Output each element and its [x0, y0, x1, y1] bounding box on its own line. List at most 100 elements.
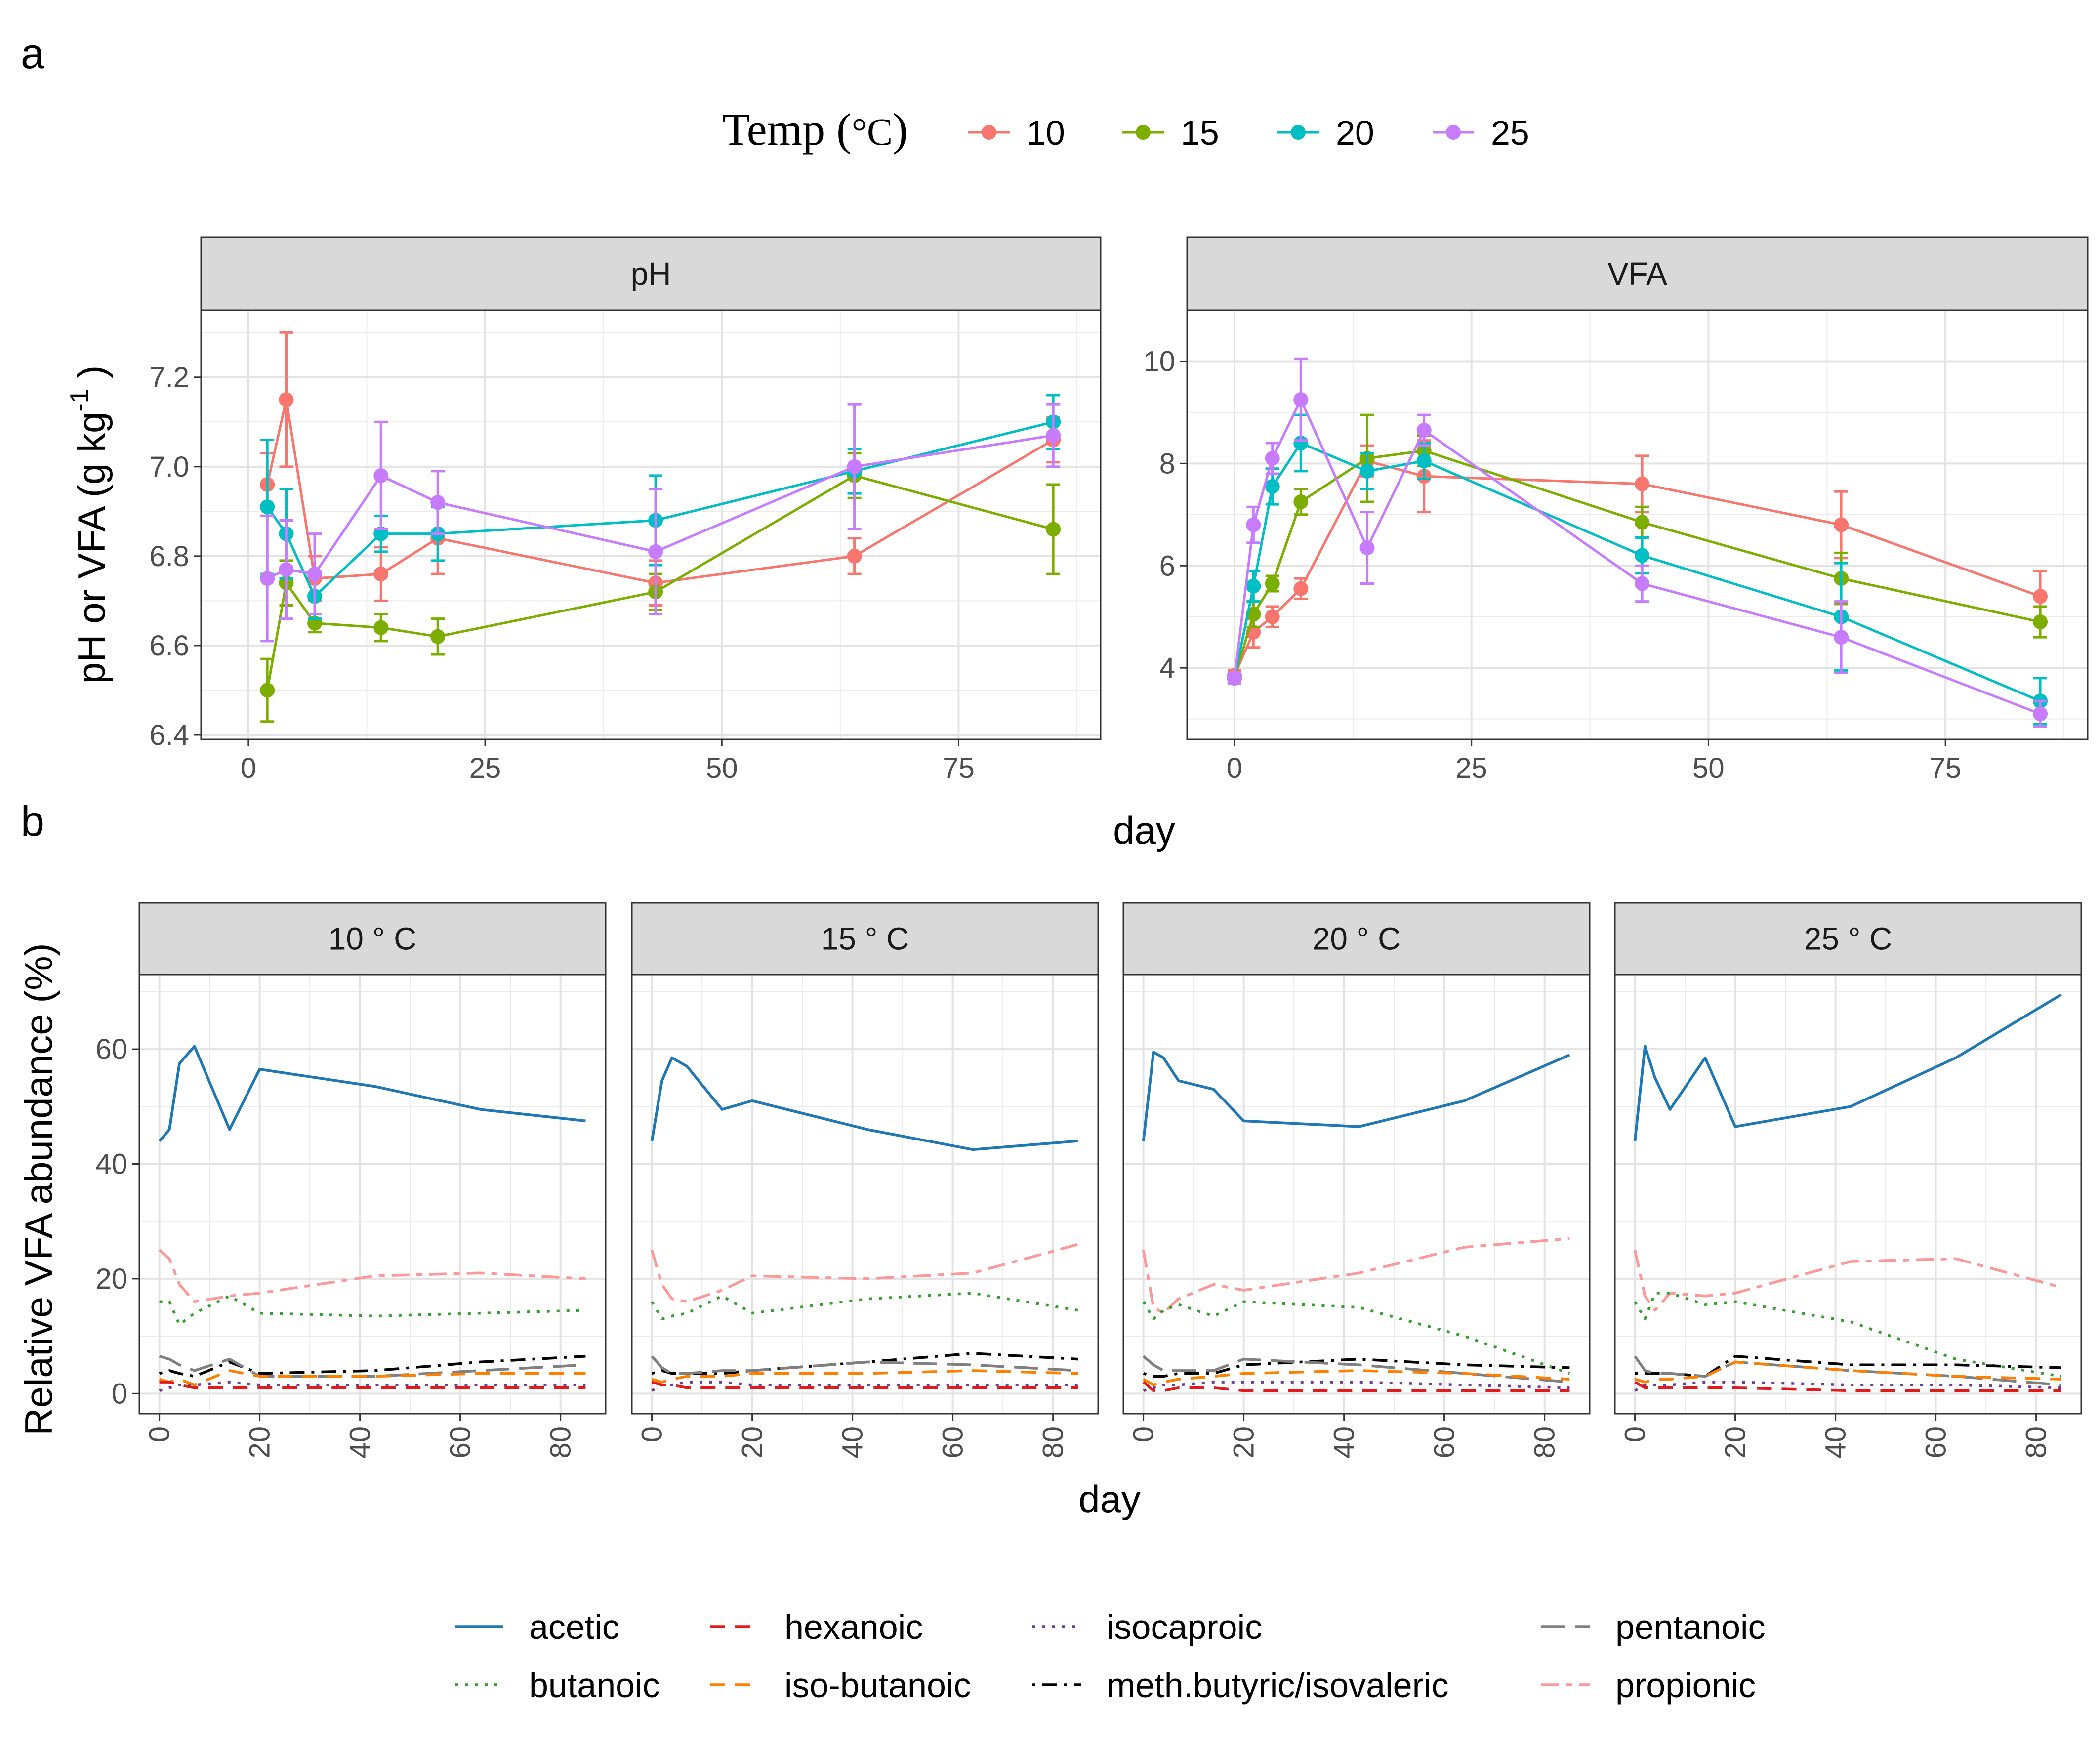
y-tick-label: 10	[1143, 345, 1175, 377]
legend-key-pentanoic: pentanoic	[1541, 1608, 1766, 1646]
x-tick-label: 60	[445, 1426, 477, 1459]
x-tick-label: 80	[2020, 1426, 2053, 1459]
series-line-meth-butyric-isovaleric	[651, 1352, 1078, 1375]
x-tick-label: 0	[144, 1426, 176, 1442]
data-point	[260, 683, 275, 698]
data-point	[2033, 706, 2048, 722]
series-isocaproic	[1143, 1381, 1570, 1392]
x-tick-label: 80	[545, 1426, 577, 1459]
x-tick-label: 40	[344, 1426, 376, 1459]
series-line-meth-butyric-isovaleric	[1635, 1355, 2061, 1378]
data-point	[260, 499, 275, 515]
panel-border	[138, 974, 607, 1415]
series-line-isocaproic	[651, 1381, 1078, 1392]
data-point	[1265, 576, 1280, 591]
legend-key-isocaproic: isocaproic	[1032, 1608, 1262, 1646]
x-tick-label: 60	[937, 1426, 969, 1459]
y-tick-label: 8	[1159, 448, 1175, 480]
panel-border	[1122, 974, 1591, 1415]
series-line-pentanoic	[651, 1355, 1078, 1375]
series-propionic	[650, 1243, 1079, 1303]
data-point	[260, 571, 275, 586]
x-tick-label: 20	[1228, 1426, 1260, 1459]
strip-background	[1122, 902, 1591, 976]
plot-area	[632, 975, 1098, 1414]
panel-border	[200, 309, 1102, 740]
facet-20-c: 20 ° C 0 20 40 60 80	[1122, 902, 1591, 1459]
y-tick-label: 6.8	[149, 540, 189, 572]
data-point	[307, 567, 323, 582]
data-point	[1635, 576, 1650, 591]
data-point	[1416, 423, 1432, 438]
data-point	[373, 567, 389, 582]
legend-key-20: 20	[1277, 114, 1374, 152]
series-line-pentanoic	[1634, 1355, 2061, 1386]
series-butanoic	[1634, 1292, 2061, 1378]
legend-key-label: 25	[1491, 114, 1529, 152]
x-tick-label: 20	[737, 1426, 769, 1459]
y-tick-label: 20	[95, 1263, 127, 1295]
series-line-propionic	[1142, 1237, 1570, 1315]
legend-key-15: 15	[1122, 114, 1219, 152]
series-line-propionic	[650, 1243, 1079, 1303]
series-line-hexanoic	[651, 1381, 1078, 1389]
legend-key-label: hexanoic	[784, 1608, 923, 1646]
strip-label: 25 ° C	[1804, 921, 1893, 957]
series-line-meth-butyric-isovaleric	[1143, 1357, 1570, 1378]
series-meth-butyric-isovaleric	[1143, 1357, 1570, 1378]
series-pentanoic	[651, 1355, 1078, 1375]
legend-key-point	[982, 125, 996, 140]
series-line-20	[266, 420, 1054, 598]
data-point	[1265, 609, 1280, 624]
legend-key-label: isocaproic	[1107, 1608, 1262, 1646]
legend-title: Temp (°C)	[722, 104, 908, 155]
data-point	[1359, 463, 1375, 479]
y-tick-label: 7.2	[149, 362, 189, 394]
series-hexanoic	[159, 1381, 586, 1389]
legend-key-label: pentanoic	[1615, 1608, 1766, 1646]
series-line-acetic	[650, 1056, 1078, 1151]
legend-key-point	[1446, 125, 1461, 140]
series-line-iso-butanoic	[1634, 1360, 2061, 1384]
panel-a: a pH 0 25 50 75 6.4 6.6 6.8 7.0 7.2 VFA 0 25 50 75 4 6 8 10…	[21, 30, 2089, 852]
y-tick-label: 60	[95, 1033, 127, 1065]
series-line-isocaproic	[1143, 1381, 1570, 1392]
x-tick-label: 25	[1455, 752, 1487, 784]
y-tick-label: 6.6	[149, 630, 189, 662]
data-point	[373, 620, 389, 635]
series-iso-butanoic	[1634, 1360, 2061, 1384]
series-acetic	[1633, 993, 2062, 1141]
y-axis-title-a: pH or VFA (g kg-1 )	[65, 366, 113, 684]
x-tick-label: 80	[1037, 1426, 1070, 1459]
data-point	[1416, 453, 1432, 469]
plot-area	[1615, 975, 2081, 1414]
x-tick-label: 75	[1930, 752, 1962, 784]
legend-key-iso-butanoic: iso-butanoic	[710, 1666, 971, 1705]
data-point	[430, 629, 446, 644]
x-tick-label: 0	[636, 1426, 668, 1442]
x-tick-label: 50	[706, 752, 738, 784]
legend-key-label: 10	[1027, 114, 1065, 152]
facet-25-c: 25 ° C 0 20 40 60 80	[1614, 902, 2082, 1459]
strip-label: VFA	[1607, 256, 1667, 291]
data-point	[1246, 578, 1261, 594]
legend-key-label: acetic	[529, 1608, 619, 1646]
data-point	[279, 392, 294, 407]
x-tick-label: 0	[1128, 1426, 1160, 1442]
series-acetic	[158, 1045, 586, 1142]
series-line-acetic	[1142, 1051, 1570, 1141]
data-point	[847, 548, 862, 564]
strip-label: 10 ° C	[329, 921, 417, 957]
plot-area	[139, 975, 606, 1414]
legend-key-label: 15	[1181, 114, 1219, 152]
legend-key-25: 25	[1433, 114, 1529, 152]
facet-vfa: VFA 0 25 50 75 4 6 8 10	[1143, 236, 2089, 784]
legend-key-label: 20	[1336, 114, 1374, 152]
legend-key-hexanoic: hexanoic	[710, 1608, 923, 1646]
series-hexanoic	[651, 1381, 1078, 1389]
series-line-15	[266, 474, 1054, 691]
y-tick-label: 40	[95, 1148, 127, 1180]
x-tick-label: 20	[1720, 1426, 1752, 1459]
data-point	[1265, 451, 1280, 466]
